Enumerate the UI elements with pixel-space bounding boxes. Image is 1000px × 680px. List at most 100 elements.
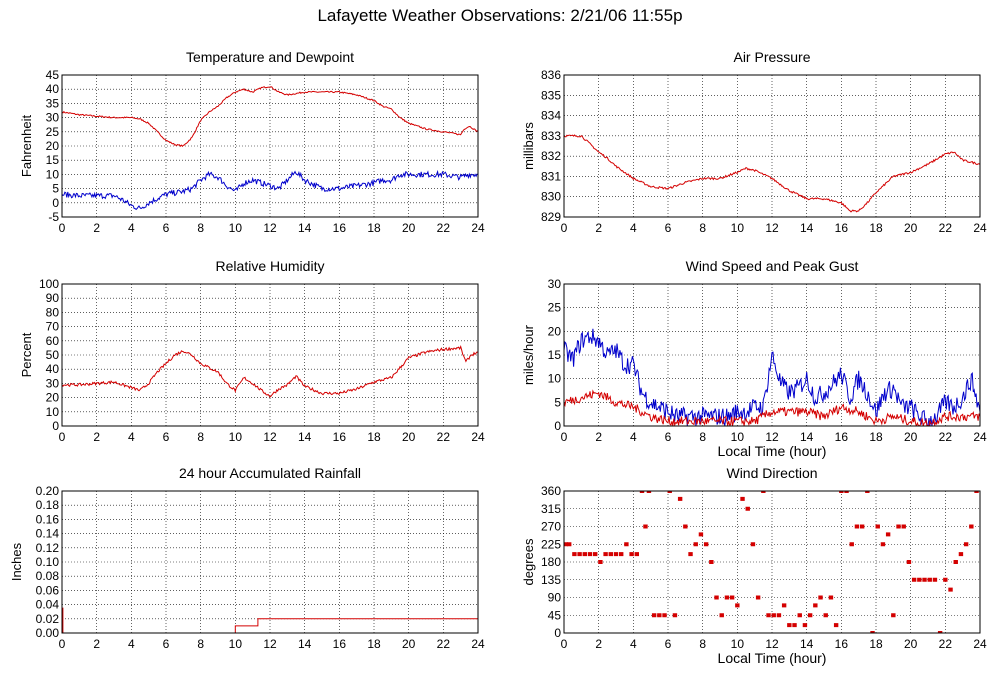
y-tick-label: 830 — [541, 190, 561, 204]
page-title: Lafayette Weather Observations: 2/21/06 … — [317, 6, 683, 25]
data-point — [953, 560, 958, 564]
x-tick-label: 4 — [128, 221, 135, 235]
x-tick-label: 18 — [367, 637, 381, 651]
y-tick-label: 0.00 — [36, 626, 60, 640]
chart-title: Wind Speed and Peak Gust — [686, 258, 859, 274]
x-tick-label: 14 — [298, 221, 312, 235]
data-point — [771, 613, 776, 618]
data-point — [683, 524, 688, 529]
x-tick-label: 4 — [128, 637, 135, 651]
y-tick-label: 30 — [46, 376, 60, 390]
y-tick-label: 80 — [46, 305, 60, 319]
y-axis-label: miles/hour — [521, 324, 536, 385]
y-tick-label: 180 — [541, 555, 561, 569]
x-tick-label: 10 — [731, 637, 745, 651]
data-point — [729, 595, 735, 600]
data-point — [865, 491, 870, 493]
x-axis-label: Local Time (hour) — [718, 443, 827, 459]
data-point — [567, 542, 572, 547]
data-point — [564, 542, 568, 547]
y-tick-label: 30 — [548, 277, 562, 291]
x-tick-label: 8 — [197, 430, 204, 444]
data-point — [766, 613, 771, 618]
x-tick-label: 0 — [59, 430, 66, 444]
x-tick-label: 6 — [163, 637, 170, 651]
x-tick-label: 12 — [263, 637, 277, 651]
y-tick-label: 833 — [541, 129, 561, 143]
y-tick-label: 45 — [46, 68, 60, 82]
x-tick-label: 14 — [800, 430, 814, 444]
data-point — [688, 552, 693, 557]
data-point — [572, 552, 577, 557]
x-tick-label: 14 — [298, 637, 312, 651]
series-line — [62, 607, 478, 633]
data-point — [787, 623, 792, 628]
data-point — [709, 560, 714, 564]
x-tick-label: 12 — [765, 221, 779, 235]
data-point — [624, 542, 629, 547]
data-point — [735, 603, 740, 608]
x-tick-label: 20 — [904, 430, 918, 444]
data-point — [943, 577, 948, 582]
y-tick-label: 15 — [548, 348, 562, 362]
data-point — [948, 587, 953, 592]
y-tick-label: 831 — [541, 169, 561, 183]
data-point — [750, 542, 756, 547]
plot-frame — [563, 283, 981, 427]
y-axis-label: Percent — [19, 332, 34, 377]
y-tick-label: 0.14 — [36, 527, 60, 541]
data-point — [974, 491, 979, 493]
x-tick-label: 0 — [561, 637, 568, 651]
chart-title: Temperature and Dewpoint — [186, 49, 354, 65]
data-point — [761, 491, 766, 493]
series-line — [62, 169, 478, 211]
x-tick-label: 24 — [973, 637, 987, 651]
data-point — [927, 577, 932, 582]
data-point — [714, 595, 719, 600]
data-point — [792, 623, 797, 628]
y-tick-label: 40 — [46, 82, 60, 96]
x-tick-label: 20 — [904, 637, 918, 651]
y-tick-label: 836 — [541, 68, 561, 82]
y-tick-label: 0.06 — [36, 583, 60, 597]
y-axis-label: degrees — [521, 538, 536, 585]
x-tick-label: 10 — [731, 430, 745, 444]
plot-frame — [61, 490, 479, 634]
x-tick-label: 20 — [904, 221, 918, 235]
plot-frame — [61, 74, 479, 218]
x-tick-label: 0 — [59, 637, 66, 651]
data-point — [833, 623, 839, 628]
data-point — [823, 613, 828, 618]
x-tick-label: 16 — [835, 637, 849, 651]
y-tick-label: 60 — [46, 334, 60, 348]
y-tick-label: 90 — [548, 591, 562, 605]
x-tick-label: 18 — [367, 221, 381, 235]
y-axis-label: millibars — [521, 122, 536, 170]
data-point — [880, 542, 886, 547]
y-axis-label: Inches — [9, 542, 24, 581]
x-tick-label: 6 — [665, 221, 672, 235]
data-point — [828, 595, 834, 600]
data-point — [958, 552, 964, 557]
y-tick-label: 315 — [541, 502, 561, 516]
data-point — [755, 595, 761, 600]
data-point — [698, 532, 704, 537]
data-point — [849, 542, 854, 547]
data-point — [657, 613, 662, 618]
data-point — [937, 631, 943, 633]
y-tick-label: 10 — [46, 167, 60, 181]
data-point — [839, 491, 844, 493]
x-tick-label: 4 — [630, 221, 637, 235]
x-tick-label: 14 — [800, 637, 814, 651]
x-tick-label: 4 — [630, 637, 637, 651]
y-tick-label: 20 — [46, 391, 60, 405]
y-tick-label: 20 — [46, 139, 60, 153]
x-tick-label: 20 — [402, 430, 416, 444]
data-point — [582, 552, 587, 557]
x-tick-label: 0 — [561, 221, 568, 235]
chart-title: Air Pressure — [733, 49, 810, 65]
